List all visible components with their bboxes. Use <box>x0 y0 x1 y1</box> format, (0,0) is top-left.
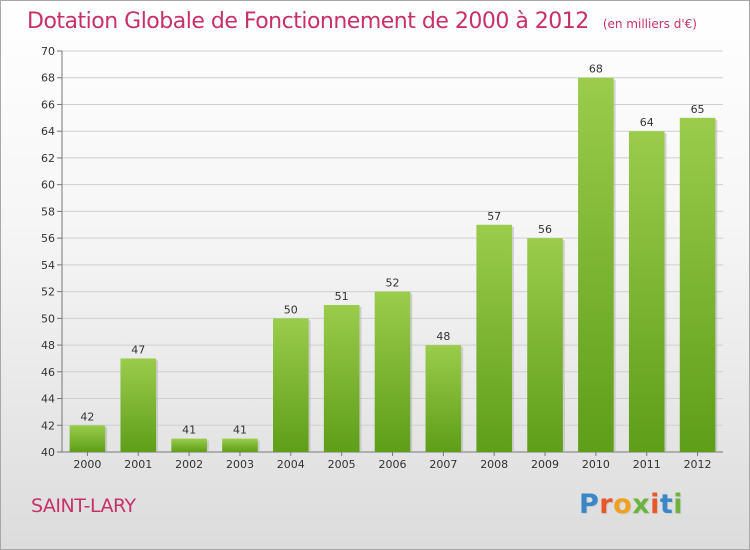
value-label: 65 <box>691 103 705 116</box>
logo-letter: r <box>599 489 614 520</box>
logo-letter: i <box>673 489 684 520</box>
y-tick-label: 44 <box>41 393 55 406</box>
x-tick-label: 2005 <box>328 458 356 471</box>
value-label: 41 <box>233 424 247 437</box>
value-label: 68 <box>589 63 603 76</box>
chart-subtitle: (en milliers d'€) <box>602 17 697 31</box>
x-tick-label: 2009 <box>531 458 559 471</box>
bar-2007 <box>425 345 462 452</box>
value-label: 56 <box>538 223 552 236</box>
y-tick-label: 50 <box>41 312 55 325</box>
x-tick-label: 2003 <box>226 458 254 471</box>
chart-title: Dotation Globale de Fonctionnement de 20… <box>27 9 697 34</box>
y-tick-label: 60 <box>41 179 55 192</box>
y-tick-label: 48 <box>41 339 55 352</box>
value-label: 64 <box>640 116 654 129</box>
logo-letter: x <box>632 489 651 520</box>
y-tick-label: 62 <box>41 152 55 165</box>
value-label: 41 <box>182 424 196 437</box>
y-tick-label: 42 <box>41 419 55 432</box>
y-tick-label: 52 <box>41 286 55 299</box>
commune-name: SAINT-LARY <box>31 495 136 517</box>
x-tick-label: 2006 <box>379 458 407 471</box>
chart-title-text: Dotation Globale de Fonctionnement de 20… <box>27 9 589 34</box>
bar-2003 <box>222 438 258 452</box>
bars <box>69 77 718 452</box>
value-label: 51 <box>335 290 349 303</box>
x-tick-label: 2010 <box>582 458 610 471</box>
x-tick-label: 2001 <box>124 458 152 471</box>
x-tick-label: 2000 <box>73 458 101 471</box>
bar-2006 <box>374 291 411 452</box>
y-tick-label: 46 <box>41 366 55 379</box>
labels: 40 42 44 46 48 50 52 54 56 58 60 62 64 66 68 70 42 2000 47… <box>41 45 712 471</box>
bar-2012 <box>679 117 716 452</box>
bar-2008 <box>476 224 512 452</box>
proxiti-logo[interactable]: Proxiti <box>579 489 683 520</box>
bar-2004 <box>273 318 309 452</box>
bar-chart: 40 42 44 46 48 50 52 54 56 58 60 62 64 66 68 70 42 2000 47… <box>41 45 723 471</box>
x-tick-label: 2011 <box>633 458 661 471</box>
value-label: 42 <box>80 410 94 423</box>
logo-letter: i <box>650 489 660 520</box>
y-tick-label: 68 <box>41 72 55 85</box>
y-tick-label: 70 <box>41 45 55 58</box>
value-label: 47 <box>131 343 145 356</box>
bar-2001 <box>120 358 157 452</box>
logo-letter: P <box>579 489 600 520</box>
bar-2002 <box>171 438 207 452</box>
x-tick-label: 2007 <box>429 458 457 471</box>
y-tick-label: 58 <box>41 205 55 218</box>
y-tick-label: 56 <box>41 232 55 245</box>
x-tick-label: 2002 <box>175 458 203 471</box>
value-label: 50 <box>284 303 298 316</box>
x-tick-label: 2008 <box>480 458 508 471</box>
y-tick-label: 40 <box>41 446 55 459</box>
bar-2000 <box>69 425 106 452</box>
bar-2011 <box>628 131 665 452</box>
bar-2009 <box>527 238 563 452</box>
x-tick-label: 2012 <box>684 458 712 471</box>
bar-2005 <box>323 304 360 452</box>
y-tick-label: 54 <box>41 259 55 272</box>
y-tick-label: 64 <box>41 125 55 138</box>
value-label: 57 <box>487 210 501 223</box>
bar-2010 <box>578 77 614 452</box>
logo-letter: o <box>613 489 633 520</box>
x-tick-label: 2004 <box>277 458 305 471</box>
logo-letter: t <box>659 489 674 520</box>
value-label: 48 <box>436 330 450 343</box>
value-label: 52 <box>386 277 400 290</box>
y-tick-label: 66 <box>41 98 55 111</box>
